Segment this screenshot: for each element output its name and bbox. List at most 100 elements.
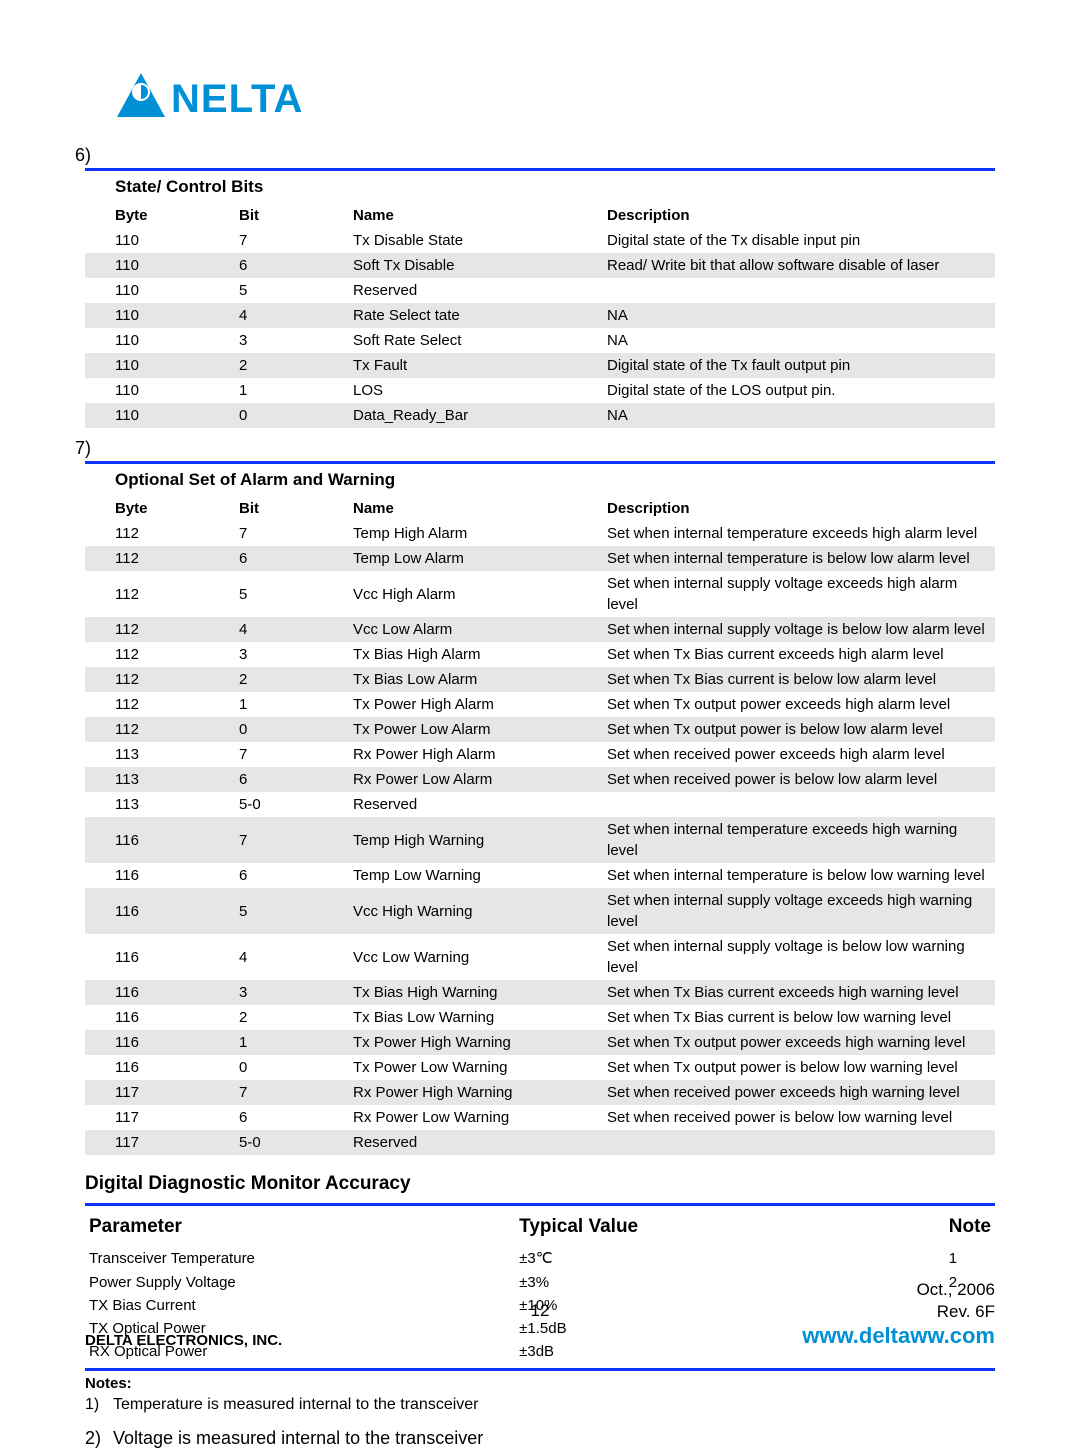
cell-desc: Set when internal supply voltage exceeds… (577, 888, 995, 934)
cell-byte: 117 (85, 1130, 209, 1155)
cell-byte: 116 (85, 1005, 209, 1030)
table-row: 1103Soft Rate SelectNA (85, 328, 995, 353)
cell-bit: 0 (209, 403, 323, 428)
cell-byte: 112 (85, 642, 209, 667)
cell-desc: Set when Tx output power is below low wa… (577, 1055, 995, 1080)
logo-text: NELTA (171, 77, 303, 121)
cell-bit: 7 (209, 228, 323, 253)
divider (85, 1368, 995, 1371)
table-row: 1102Tx FaultDigital state of the Tx faul… (85, 353, 995, 378)
state-control-bits-table: Byte Bit Name Description 1107Tx Disable… (85, 203, 995, 428)
cell-desc: Digital state of the LOS output pin. (577, 378, 995, 403)
cell-name: Tx Power Low Warning (323, 1055, 577, 1080)
cell-name: Rate Select tate (323, 303, 577, 328)
cell-name: Temp Low Warning (323, 863, 577, 888)
cell-byte: 110 (85, 303, 209, 328)
col-byte: Byte (85, 496, 209, 521)
accuracy-title: Digital Diagnostic Monitor Accuracy (85, 1173, 995, 1195)
cell-desc: Set when Tx output power is below low al… (577, 717, 995, 742)
cell-desc (577, 792, 995, 817)
cell-name: Tx Bias Low Alarm (323, 667, 577, 692)
table-header-row: Byte Bit Name Description (85, 496, 995, 521)
cell-byte: 110 (85, 278, 209, 303)
cell-desc: NA (577, 328, 995, 353)
cell-byte: 116 (85, 888, 209, 934)
cell-name: Tx Bias High Warning (323, 980, 577, 1005)
footer-url: www.deltaww.com (802, 1323, 995, 1349)
note-1: 1) Temperature is measured internal to t… (85, 1396, 995, 1414)
page-footer: 12 Oct., 2006 Rev. 6F DELTA ELECTRONICS,… (85, 1301, 995, 1349)
cell-desc: Set when received power exceeds high ala… (577, 742, 995, 767)
divider (85, 168, 995, 171)
table-row: 1123Tx Bias High AlarmSet when Tx Bias c… (85, 642, 995, 667)
table-row: 1127Temp High AlarmSet when internal tem… (85, 521, 995, 546)
table-row: 1120Tx Power Low AlarmSet when Tx output… (85, 717, 995, 742)
page: NELTA 6) State/ Control Bits Byte Bit Na… (0, 0, 1080, 1397)
col-bit: Bit (209, 203, 323, 228)
cell-name: Tx Fault (323, 353, 577, 378)
cell-name: Vcc Low Warning (323, 934, 577, 980)
cell-name: LOS (323, 378, 577, 403)
cell-desc: Set when Tx Bias current exceeds high wa… (577, 980, 995, 1005)
cell-bit: 6 (209, 546, 323, 571)
table-row: 1161Tx Power High WarningSet when Tx out… (85, 1030, 995, 1055)
note-1-text: Temperature is measured internal to the … (113, 1396, 479, 1414)
cell-name: Data_Ready_Bar (323, 403, 577, 428)
cell-bit: 2 (209, 353, 323, 378)
table-row: 1177Rx Power High WarningSet when receiv… (85, 1080, 995, 1105)
delta-logo: NELTA (115, 70, 995, 127)
cell-bit: 5 (209, 278, 323, 303)
notes-label: Notes: (85, 1375, 995, 1392)
cell-bit: 7 (209, 1080, 323, 1105)
cell-byte: 112 (85, 667, 209, 692)
table-row: 1167Temp High WarningSet when internal t… (85, 817, 995, 863)
cell-name: Tx Bias Low Warning (323, 1005, 577, 1030)
cell-name: Tx Power Low Alarm (323, 717, 577, 742)
cell-desc: Set when internal temperature exceeds hi… (577, 817, 995, 863)
table-row: Transceiver Temperature±3℃1 (85, 1247, 995, 1270)
cell-desc: NA (577, 303, 995, 328)
cell-name: Soft Tx Disable (323, 253, 577, 278)
table-row: 1165Vcc High WarningSet when internal su… (85, 888, 995, 934)
cell-bit: 5-0 (209, 1130, 323, 1155)
cell-note: 1 (829, 1247, 995, 1270)
cell-desc: Set when Tx Bias current is below low al… (577, 667, 995, 692)
cell-desc (577, 278, 995, 303)
cell-desc: Set when received power is below low war… (577, 1105, 995, 1130)
footer-rev: Rev. 6F (917, 1301, 995, 1323)
cell-desc: Set when Tx output power exceeds high al… (577, 692, 995, 717)
cell-byte: 113 (85, 742, 209, 767)
note-2-num: 2) (85, 1428, 113, 1449)
table-row: 1135-0Reserved (85, 792, 995, 817)
section-6-title: State/ Control Bits (115, 177, 995, 197)
cell-byte: 116 (85, 1055, 209, 1080)
cell-bit: 1 (209, 378, 323, 403)
cell-bit: 4 (209, 303, 323, 328)
cell-desc: Set when Tx Bias current exceeds high al… (577, 642, 995, 667)
cell-name: Vcc Low Alarm (323, 617, 577, 642)
cell-name: Reserved (323, 792, 577, 817)
col-byte: Byte (85, 203, 209, 228)
cell-desc: Set when Tx output power exceeds high wa… (577, 1030, 995, 1055)
cell-desc: Set when internal temperature is below l… (577, 863, 995, 888)
cell-name: Temp Low Alarm (323, 546, 577, 571)
cell-name: Soft Rate Select (323, 328, 577, 353)
cell-bit: 6 (209, 767, 323, 792)
note-2: 2) Voltage is measured internal to the t… (85, 1428, 995, 1449)
cell-bit: 5-0 (209, 792, 323, 817)
cell-bit: 4 (209, 617, 323, 642)
table-row: 1124Vcc Low AlarmSet when internal suppl… (85, 617, 995, 642)
table-row: 1125Vcc High AlarmSet when internal supp… (85, 571, 995, 617)
cell-name: Vcc High Warning (323, 888, 577, 934)
cell-name: Temp High Warning (323, 817, 577, 863)
cell-byte: 116 (85, 817, 209, 863)
note-1-num: 1) (85, 1396, 113, 1414)
cell-bit: 6 (209, 253, 323, 278)
cell-desc: Set when Tx Bias current is below low wa… (577, 1005, 995, 1030)
col-parameter: Parameter (85, 1206, 515, 1247)
col-note: Note (829, 1206, 995, 1247)
cell-bit: 2 (209, 667, 323, 692)
cell-byte: 110 (85, 403, 209, 428)
col-typical: Typical Value (515, 1206, 829, 1247)
table-row: 1162Tx Bias Low WarningSet when Tx Bias … (85, 1005, 995, 1030)
